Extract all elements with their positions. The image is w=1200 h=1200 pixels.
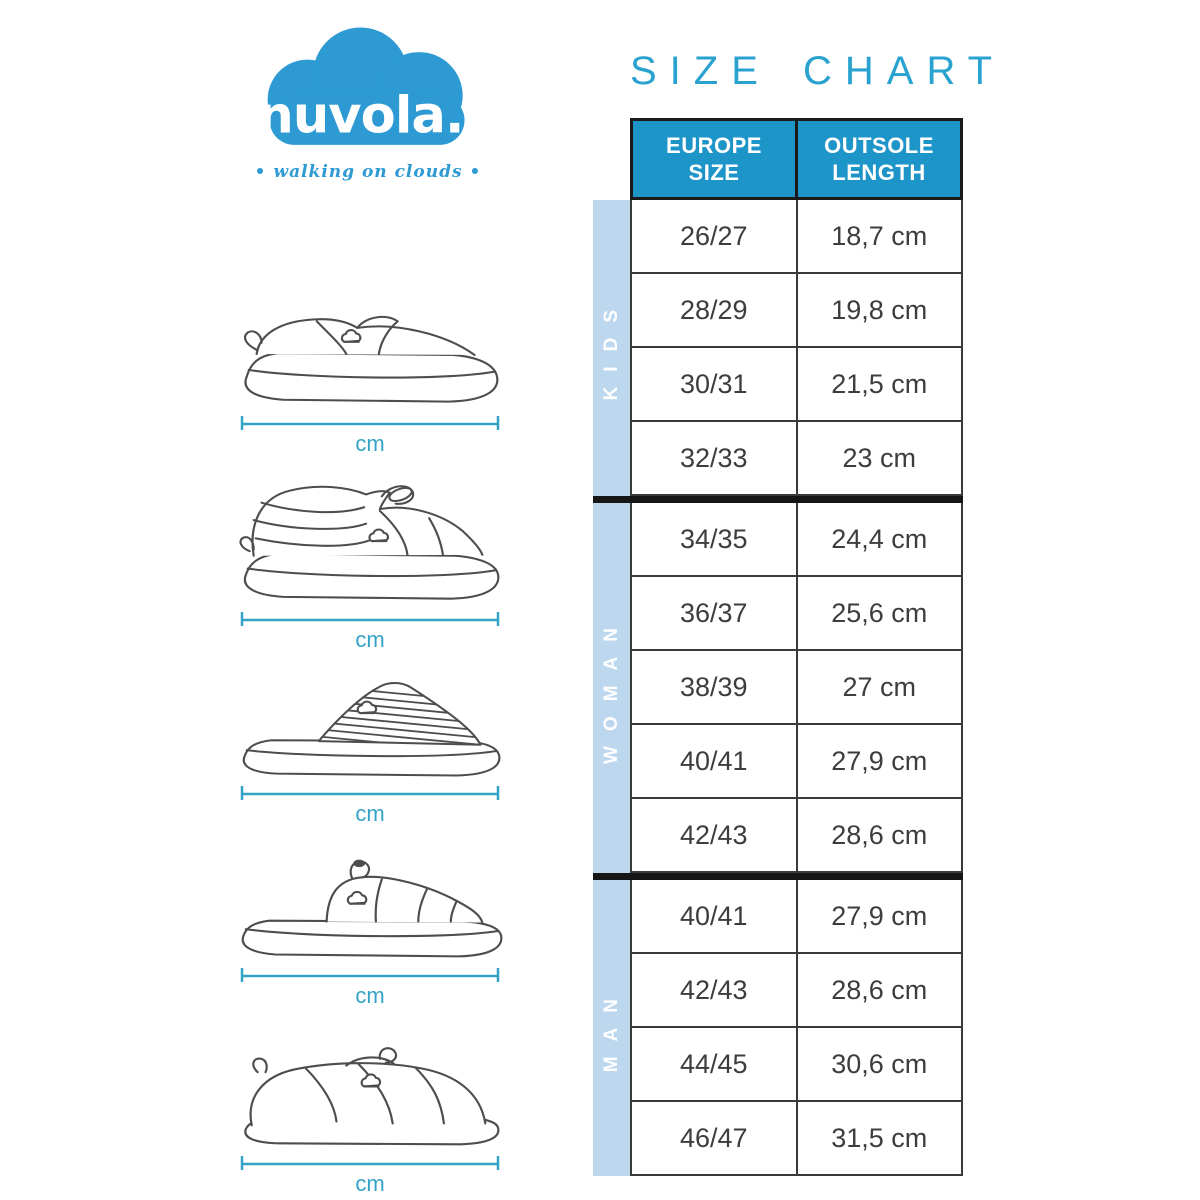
europe-size-cell: 44/45 bbox=[632, 1028, 798, 1100]
section-label-kids: KIDS bbox=[593, 200, 630, 496]
header-line: LENGTH bbox=[832, 160, 926, 185]
europe-size-cell: 46/47 bbox=[632, 1102, 798, 1174]
table-row: 26/27 18,7 cm bbox=[632, 200, 961, 274]
header-line: EUROPE bbox=[666, 132, 762, 158]
cm-label: cm bbox=[355, 1171, 385, 1196]
outsole-length-cell: 25,6 cm bbox=[831, 597, 928, 628]
section-rows: 26/27 18,7 cm 28/29 19,8 cm 30/31 21,5 c… bbox=[630, 200, 963, 496]
table-row: 34/35 24,4 cm bbox=[632, 503, 961, 577]
nuvola-cloud-icon bbox=[360, 1073, 382, 1088]
dimension-line-icon bbox=[240, 416, 500, 430]
measure-line bbox=[231, 414, 509, 432]
europe-size-cell: 36/37 bbox=[632, 577, 798, 649]
cm-label: cm bbox=[355, 983, 385, 1008]
table-header: EUROPE SIZE OUTSOLE LENGTH bbox=[630, 118, 963, 200]
outsole-length-cell: 28,6 cm bbox=[831, 819, 928, 850]
outsole-length-cell: 27,9 cm bbox=[831, 745, 928, 776]
open-slide-drawing-icon bbox=[241, 859, 503, 958]
cm-label: cm bbox=[355, 627, 385, 652]
outsole-length-cell: 28,6 cm bbox=[831, 974, 928, 1005]
section-man: MAN 40/41 27,9 cm 42/43 28,6 cm 44/45 30… bbox=[593, 880, 963, 1176]
section-label-man: MAN bbox=[593, 880, 630, 1176]
brand-tagline: • walking on clouds • bbox=[254, 162, 482, 182]
measure-line bbox=[231, 784, 509, 802]
table-row: 30/31 21,5 cm bbox=[632, 348, 961, 422]
header-line: OUTSOLE bbox=[824, 132, 934, 158]
measure-line bbox=[231, 966, 509, 984]
europe-size-cell: 42/43 bbox=[632, 954, 798, 1026]
section-label-woman: WOMAN bbox=[593, 503, 630, 873]
europe-size-cell: 28/29 bbox=[632, 274, 798, 346]
cm-label: cm bbox=[355, 801, 385, 826]
table-row: 32/33 23 cm bbox=[632, 422, 961, 496]
logo-wordmark: nuvola. bbox=[257, 87, 463, 146]
outsole-length-cell: 27 cm bbox=[842, 671, 917, 702]
table-row: 28/29 19,8 cm bbox=[632, 274, 961, 348]
europe-size-cell: 40/41 bbox=[632, 725, 798, 797]
section-rows: 40/41 27,9 cm 42/43 28,6 cm 44/45 30,6 c… bbox=[630, 880, 963, 1176]
illustration-fur-slipper: cm bbox=[231, 1038, 509, 1195]
table-row: 38/39 27 cm bbox=[632, 651, 961, 725]
illustration-open-slide: cm bbox=[231, 854, 509, 1007]
header-cell-europe-size: EUROPE SIZE bbox=[633, 121, 795, 197]
section-woman: WOMAN 34/35 24,4 cm 36/37 25,6 cm 38/39 … bbox=[593, 503, 963, 873]
table-row: 44/45 30,6 cm bbox=[632, 1028, 961, 1102]
europe-size-cell: 42/43 bbox=[632, 799, 798, 871]
nuvola-cloud-logo-icon: nuvola. bbox=[257, 27, 465, 146]
outsole-length-cell: 23 cm bbox=[842, 442, 917, 473]
brand-logo: nuvola. • walking on clouds • bbox=[240, 18, 496, 182]
nuvola-cloud-icon bbox=[346, 890, 368, 905]
header-cell-outsole-length: OUTSOLE LENGTH bbox=[795, 121, 960, 197]
illustration-striped-mule: cm bbox=[231, 676, 509, 825]
nuvola-cloud-icon bbox=[368, 528, 389, 543]
table-row: 40/41 27,9 cm bbox=[632, 725, 961, 799]
measure-line bbox=[231, 1154, 509, 1172]
table-row: 46/47 31,5 cm bbox=[632, 1102, 961, 1176]
outsole-length-cell: 18,7 cm bbox=[831, 220, 928, 251]
dimension-line-icon bbox=[240, 612, 500, 626]
illustration-boot-slipper: cm bbox=[231, 478, 509, 651]
size-chart-panel: SIZE CHART EUROPE SIZE OUTSOLE LENGTH KI… bbox=[593, 42, 1006, 1176]
section-rows: 34/35 24,4 cm 36/37 25,6 cm 38/39 27 cm … bbox=[630, 503, 963, 873]
cm-label: cm bbox=[355, 431, 385, 456]
europe-size-cell: 34/35 bbox=[632, 503, 798, 575]
europe-size-cell: 26/27 bbox=[632, 200, 798, 272]
table-row: 40/41 27,9 cm bbox=[632, 880, 961, 954]
outsole-length-cell: 19,8 cm bbox=[831, 294, 928, 325]
table-row: 42/43 28,6 cm bbox=[632, 954, 961, 1028]
striped-mule-drawing-icon bbox=[242, 682, 501, 777]
europe-size-cell: 32/33 bbox=[632, 422, 798, 494]
section-separator bbox=[593, 873, 963, 880]
section-kids: KIDS 26/27 18,7 cm 28/29 19,8 cm 30/31 2… bbox=[593, 200, 963, 496]
page-title: SIZE CHART bbox=[630, 49, 1006, 93]
outsole-length-cell: 24,4 cm bbox=[831, 523, 928, 554]
boot-slipper-drawing-icon bbox=[239, 485, 500, 600]
header-line: SIZE bbox=[688, 160, 740, 185]
nuvola-cloud-icon bbox=[356, 700, 378, 715]
dimension-line-icon bbox=[240, 786, 500, 800]
outsole-length-cell: 27,9 cm bbox=[831, 900, 928, 931]
outsole-length-cell: 21,5 cm bbox=[831, 368, 928, 399]
measure-line bbox=[231, 610, 509, 628]
europe-size-cell: 30/31 bbox=[632, 348, 798, 420]
fur-slipper-drawing-icon bbox=[244, 1047, 500, 1146]
section-separator bbox=[593, 496, 963, 503]
outsole-length-cell: 30,6 cm bbox=[831, 1048, 928, 1079]
dimension-line-icon bbox=[240, 1156, 500, 1170]
low-slipper-drawing-icon bbox=[244, 315, 499, 403]
nuvola-cloud-icon bbox=[340, 329, 362, 343]
europe-size-cell: 40/41 bbox=[632, 880, 798, 952]
table-row: 36/37 25,6 cm bbox=[632, 577, 961, 651]
outsole-length-cell: 31,5 cm bbox=[831, 1122, 928, 1153]
dimension-line-icon bbox=[240, 968, 500, 982]
table-row: 42/43 28,6 cm bbox=[632, 799, 961, 873]
illustration-low-slipper: cm bbox=[231, 298, 509, 455]
europe-size-cell: 38/39 bbox=[632, 651, 798, 723]
